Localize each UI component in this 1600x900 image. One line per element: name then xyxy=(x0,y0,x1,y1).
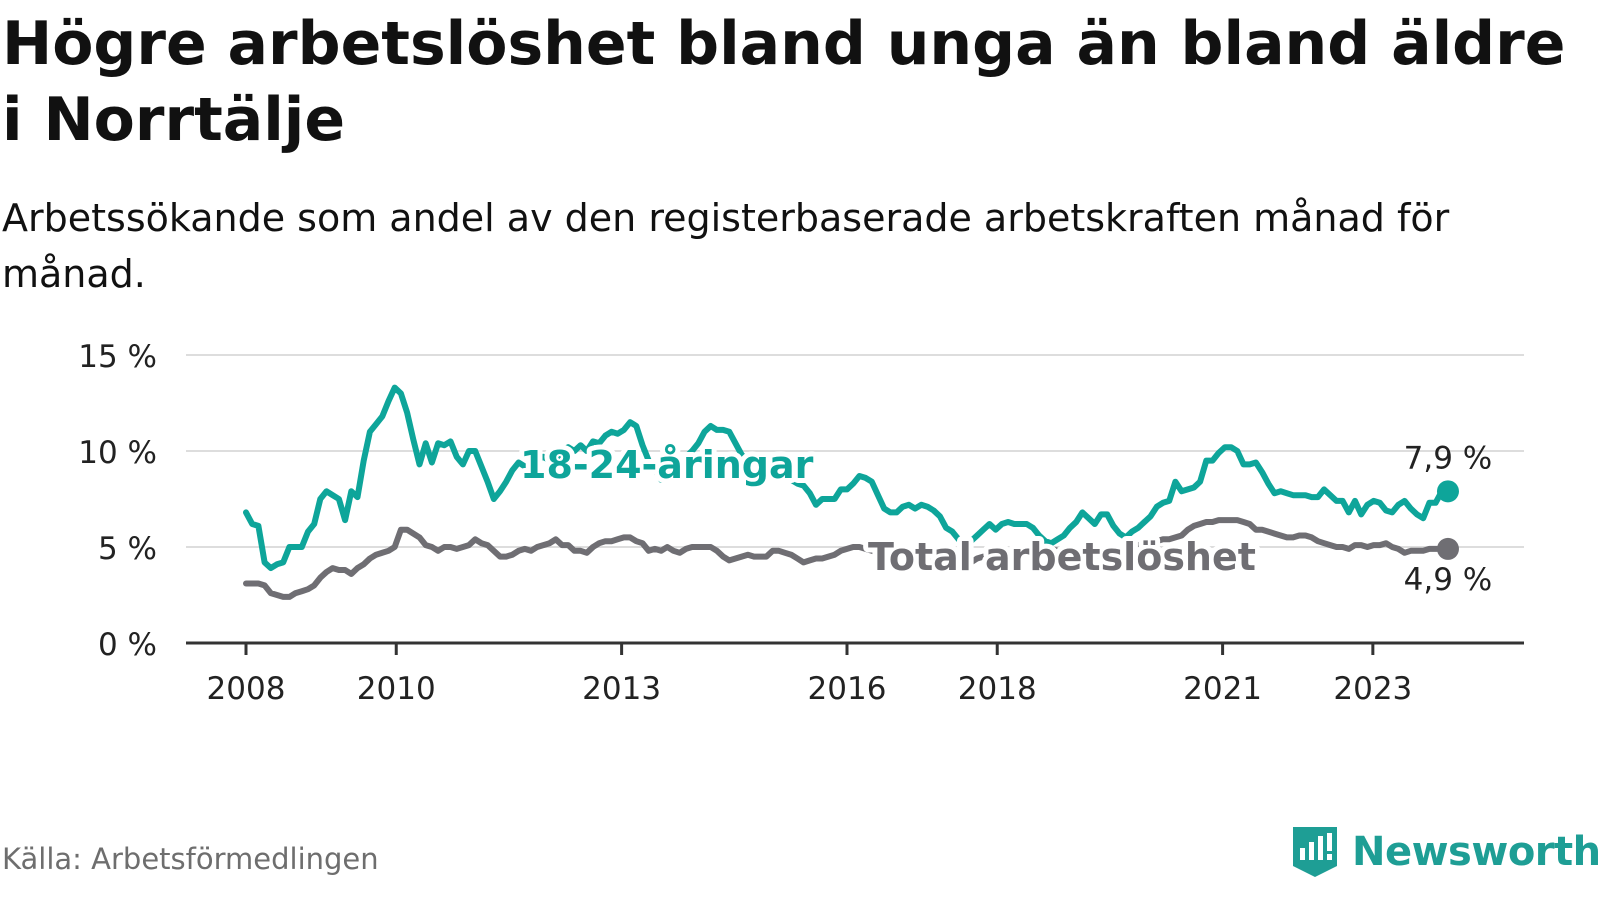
newsworthy-chart-icon xyxy=(1293,827,1337,877)
end-point-total xyxy=(1436,537,1459,560)
series-label-youth: 18-24-åringar xyxy=(520,443,814,487)
series-label-youth-halo: 18-24-åringar xyxy=(520,443,814,487)
x-tick-label: 2016 xyxy=(808,671,887,707)
x-tick-label: 2018 xyxy=(958,671,1037,707)
y-tick-label: 5 % xyxy=(98,531,157,567)
end-value-total: 4,9 % xyxy=(1404,562,1493,598)
series-line-youth xyxy=(243,384,1451,572)
x-axis-labels: 2008 2010 2013 2016 2018 2021 2023 xyxy=(207,671,1413,707)
chart-title: Högre arbetslöshet bland unga än bland ä… xyxy=(2,9,1566,155)
y-tick-label: 10 % xyxy=(78,435,157,471)
line-chart: 0 %5 %10 %15 % 2008 2010 2013 2016 2018 2021 2… xyxy=(78,339,1524,707)
x-axis xyxy=(186,641,1524,655)
x-tick-label: 2023 xyxy=(1333,671,1412,707)
series-label-total: Total arbetslöshet xyxy=(868,535,1256,579)
x-tick-label: 2008 xyxy=(207,671,286,707)
end-point-youth xyxy=(1436,480,1459,503)
gridlines xyxy=(186,354,1524,548)
series-labels: 7,9 %4,9 %18-24-åringar18-24-åringarTota… xyxy=(515,438,1493,598)
x-tick-label: 2010 xyxy=(357,671,436,707)
newsworthy-logo[interactable]: Newsworthy xyxy=(1290,824,1600,880)
x-tick-label: 2021 xyxy=(1183,671,1262,707)
chart-subtitle: Arbetssökande som andel av den registerb… xyxy=(2,196,1450,296)
y-tick-label: 15 % xyxy=(78,339,157,375)
series-line-total xyxy=(243,517,1451,600)
x-tick-label: 2013 xyxy=(582,671,661,707)
brand-name: Newsworthy xyxy=(1352,829,1600,875)
series-label-total-halo: Total arbetslöshet xyxy=(868,535,1256,579)
series xyxy=(243,384,1459,600)
y-tick-label: 0 % xyxy=(98,627,157,663)
y-axis-labels: 0 % 5 % 10 % 15 % xyxy=(78,339,157,663)
end-value-youth: 7,9 % xyxy=(1404,440,1493,476)
source-note: Källa: Arbetsförmedlingen xyxy=(2,842,379,876)
